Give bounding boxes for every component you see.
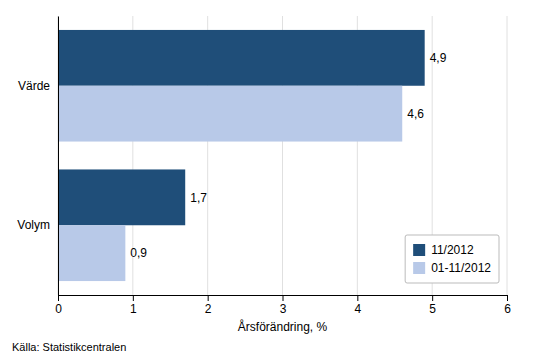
grid-line — [58, 16, 59, 295]
x-tick: 3 — [280, 295, 287, 316]
x-tick-mark — [58, 295, 59, 301]
bars — [58, 30, 425, 281]
legend-label: 11/2012 — [431, 243, 474, 257]
bar — [58, 225, 125, 281]
y-tick-label: Volym — [17, 218, 50, 232]
legend: 11/2012 01-11/2012 — [405, 235, 499, 283]
bar — [58, 30, 425, 86]
x-axis: 0 1 2 3 4 5 6 — [55, 295, 511, 316]
data-label: 4,6 — [407, 107, 424, 121]
legend-item: 01-11/2012 — [413, 261, 491, 275]
bar — [58, 86, 402, 142]
x-tick-label: 2 — [205, 302, 212, 316]
data-label: 4,9 — [430, 51, 447, 65]
y-tick-label: Värde — [18, 79, 50, 93]
x-tick-label: 1 — [130, 302, 137, 316]
data-label: 1,7 — [190, 191, 207, 205]
y-tick: Värde — [18, 79, 50, 93]
x-tick-mark — [507, 295, 508, 301]
legend-item: 11/2012 — [413, 243, 474, 257]
x-tick-label: 5 — [429, 302, 436, 316]
x-axis-title: Årsförändring, % — [238, 319, 328, 334]
legend-label: 01-11/2012 — [431, 261, 491, 275]
chart-svg: 1,7 4,9 0,9 4,6 0 1 2 3 4 5 6 Volym Värde Årsförändri… — [0, 0, 533, 359]
y-axis-line — [58, 17, 59, 296]
x-tick: 1 — [130, 295, 137, 316]
legend-frame — [405, 235, 499, 283]
x-tick-label: 4 — [354, 302, 361, 316]
x-tick-mark — [208, 295, 209, 301]
y-axis: Volym Värde — [17, 17, 58, 296]
x-tick-mark — [432, 295, 433, 301]
x-tick-mark — [357, 295, 358, 301]
x-tick-mark — [283, 295, 284, 301]
grid — [58, 16, 507, 295]
data-labels: 1,7 4,9 0,9 4,6 — [130, 51, 446, 260]
x-tick-label: 0 — [55, 302, 62, 316]
x-tick-mark — [133, 295, 134, 301]
x-tick: 5 — [429, 295, 436, 316]
bar — [58, 169, 185, 225]
plot: 1,7 4,9 0,9 4,6 0 1 2 3 4 5 6 Volym Värde Årsförändri… — [17, 16, 511, 334]
x-tick-label: 3 — [280, 302, 287, 316]
source-note: Källa: Statistikcentralen — [12, 341, 126, 353]
y-tick: Volym — [17, 218, 50, 232]
grid-line — [507, 16, 508, 295]
x-tick: 2 — [205, 295, 212, 316]
x-axis-line — [59, 296, 508, 302]
chart: 1,7 4,9 0,9 4,6 0 1 2 3 4 5 6 Volym Värde Årsförändri… — [0, 0, 533, 359]
x-tick: 6 — [504, 295, 511, 316]
x-tick-label: 6 — [504, 302, 511, 316]
x-tick: 0 — [55, 295, 62, 316]
data-label: 0,9 — [130, 246, 147, 260]
legend-swatch — [413, 244, 425, 256]
legend-swatch — [413, 262, 425, 274]
x-tick: 4 — [354, 295, 361, 316]
